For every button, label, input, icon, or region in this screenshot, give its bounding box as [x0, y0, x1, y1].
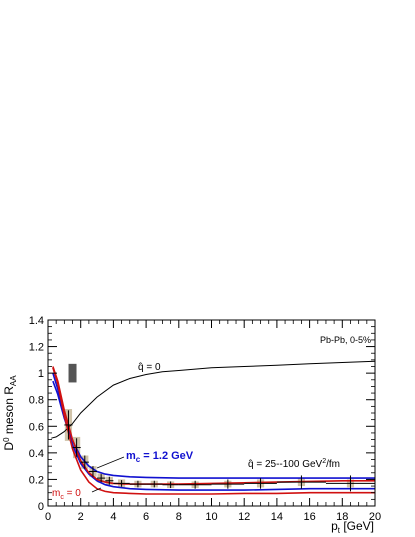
data-point: [129, 480, 147, 488]
x-tick-label: 18: [336, 511, 348, 523]
x-tick-label: 20: [369, 511, 381, 523]
y-tick-label: 0.4: [29, 448, 44, 460]
system-label: Pb-Pb, 0-5%: [320, 335, 371, 345]
x-axis-title: pt [GeV]: [331, 519, 374, 535]
x-tick-label: 6: [143, 511, 149, 523]
y-axis-title-superscript: 0: [2, 437, 11, 442]
y-tick-label: 1: [38, 368, 44, 380]
data-point: [211, 479, 245, 489]
y-tick-label: 0.6: [29, 421, 44, 433]
mc-massive-label: mc = 1.2 GeV: [126, 450, 194, 464]
qhat-range-main: q̂ = 25--100 GeV: [248, 458, 323, 470]
y-axis-title-main: D: [2, 442, 16, 451]
mc-massive-main: m: [126, 450, 136, 462]
mc-zero-tail: = 0: [64, 488, 81, 499]
y-axis-title-subscript: AA: [9, 375, 18, 386]
qhat-range-superscript: 2: [322, 458, 326, 465]
mc-zero-main: m: [52, 488, 60, 499]
data-point: [64, 410, 73, 440]
y-tick-label: 1.2: [29, 342, 44, 354]
y-tick-label: 0: [38, 501, 44, 513]
mc-zero-label: mc = 0: [52, 488, 81, 501]
data-points-layer: [64, 410, 375, 492]
mc-massive-tail: = 1.2 GeV: [140, 450, 194, 462]
y-axis-title-middle: meson R: [2, 386, 16, 438]
x-tick-label: 14: [271, 511, 283, 523]
normalization-box: [68, 363, 77, 383]
mc-massive-pointer: [96, 456, 125, 469]
x-tick-label: 4: [110, 511, 116, 523]
data-point: [276, 475, 326, 489]
data-point: [80, 455, 89, 469]
x-tick-label: 10: [205, 511, 217, 523]
qhat-range-tail: /fm: [326, 459, 340, 470]
x-tick-label: 8: [176, 511, 182, 523]
data-point: [244, 478, 277, 489]
systematic-band-layer: [64, 409, 355, 489]
qhat-zero-label: q̂ = 0: [138, 361, 161, 373]
data-point: [325, 475, 375, 492]
axis-ticks-layer: 0 2 4 6 8 10 12 14 16 18 20 0 0.2 0.4 0.6 0.8 1 1.2 1.4: [29, 315, 381, 523]
x-tick-label: 16: [303, 511, 315, 523]
data-point: [97, 474, 106, 483]
mc-zero-pointer: [91, 487, 102, 493]
y-axis-title: D0 meson RAA: [2, 375, 18, 451]
y-tick-label: 0.8: [29, 395, 44, 407]
mc-massive-subscript: c: [136, 455, 141, 464]
normalization-box-layer: [68, 363, 77, 383]
data-point: [105, 476, 114, 485]
qhat-range-label: q̂ = 25--100 GeV2/fm: [248, 458, 340, 470]
series-line-red-4: [52, 367, 375, 495]
x-axis-title-main: p: [331, 519, 338, 533]
y-tick-label: 0.2: [29, 474, 44, 486]
series-line-black-0: [51, 360, 376, 439]
x-tick-label: 0: [45, 511, 51, 523]
x-axis-title-unit: [GeV]: [340, 519, 374, 533]
data-point: [162, 481, 179, 489]
data-point: [146, 480, 163, 488]
data-point: [72, 438, 81, 457]
data-point: [113, 480, 130, 487]
mc-zero-subscript: c: [60, 494, 64, 501]
data-point: [88, 466, 98, 477]
x-tick-label: 12: [238, 511, 250, 523]
y-tick-label: 1.4: [29, 315, 44, 327]
x-axis-title-subscript: t: [338, 526, 341, 535]
x-tick-label: 2: [78, 511, 84, 523]
data-point: [178, 480, 212, 489]
